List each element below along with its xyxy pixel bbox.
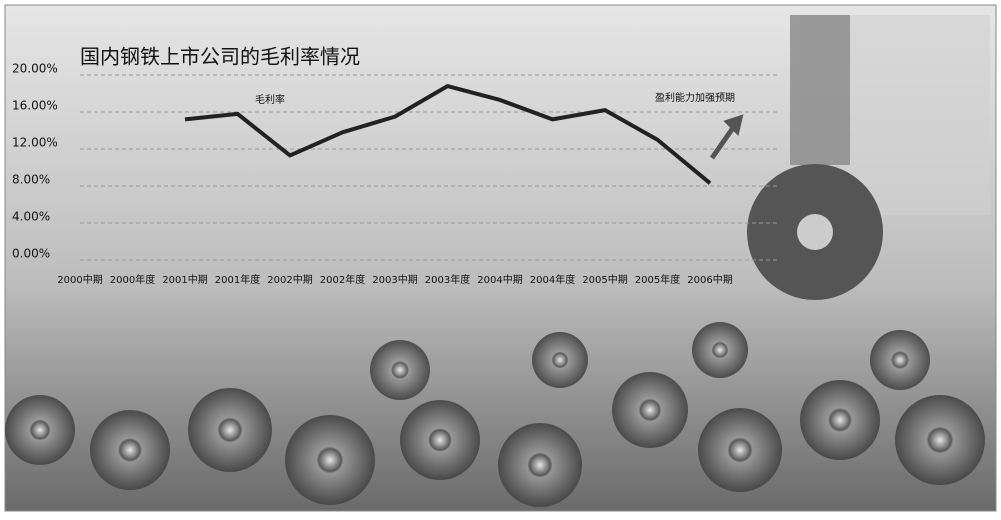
x-tick-label: 2003年度 (425, 273, 470, 286)
x-tick-label: 2003中期 (372, 273, 417, 286)
x-tick-label: 2000年度 (110, 273, 155, 286)
x-tick-label: 2001年度 (215, 273, 260, 286)
annotation-arrow (709, 114, 744, 160)
chart-title: 国内钢铁上市公司的毛利率情况 (80, 45, 360, 69)
line (184, 84, 712, 185)
x-tick-label: 2006中期 (687, 273, 732, 286)
legend-label: 毛利率 (255, 93, 285, 106)
x-tick-label: 2000中期 (57, 273, 102, 286)
x-tick-label: 2005中期 (582, 273, 627, 286)
x-tick-label: 2004中期 (477, 273, 522, 286)
x-tick-label: 2002中期 (267, 273, 312, 286)
y-tick-label: 8.00% (12, 173, 50, 187)
x-tick-label: 2002年度 (320, 273, 365, 286)
y-tick-label: 16.00% (12, 99, 58, 113)
y-tick-label: 0.00% (12, 247, 50, 261)
annotation: 盈利能力加强预期 (655, 91, 735, 104)
y-tick-label: 4.00% (12, 210, 50, 224)
x-tick-label: 2005年度 (635, 273, 680, 286)
x-tick-label: 2001中期 (162, 273, 207, 286)
x-tick-label: 2004年度 (530, 273, 575, 286)
y-tick-label: 20.00% (12, 62, 58, 76)
y-tick-label: 12.00% (12, 136, 58, 150)
background-photo (4, 4, 997, 512)
